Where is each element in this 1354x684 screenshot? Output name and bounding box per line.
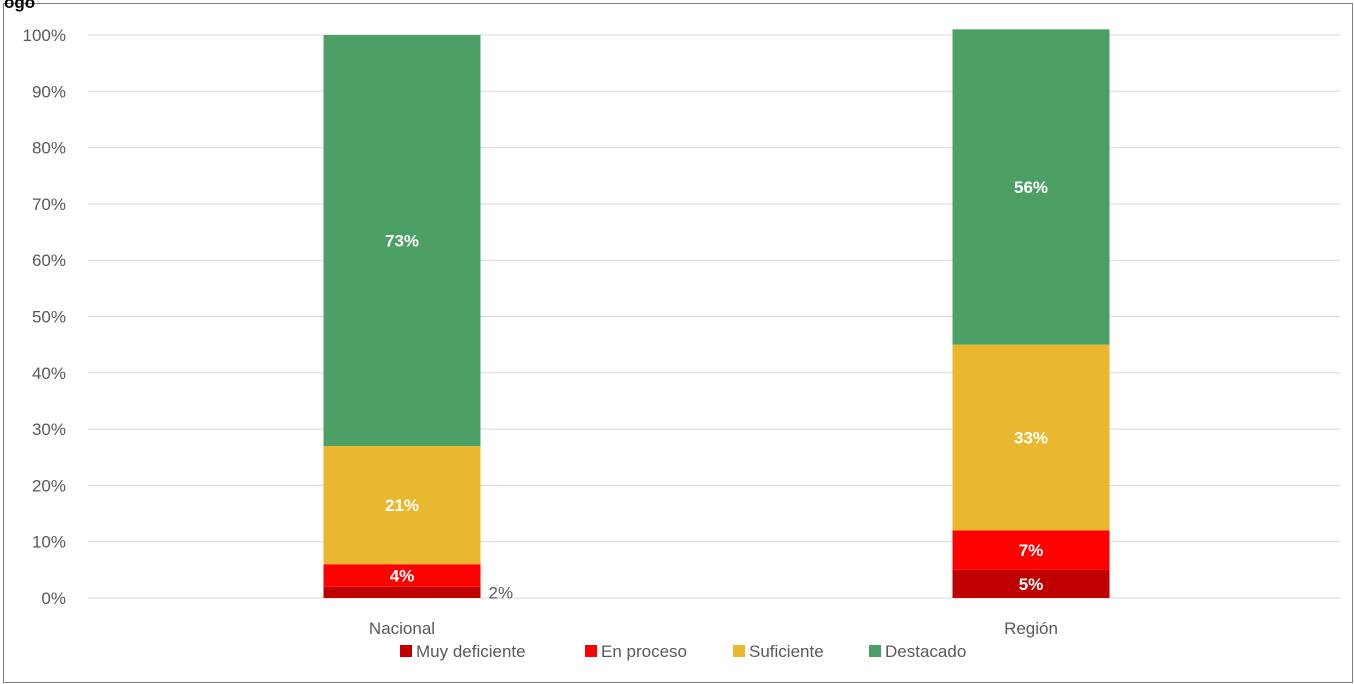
bar-segment-en-proceso xyxy=(323,564,481,587)
data-label: 33% xyxy=(1014,429,1048,448)
legend-swatch xyxy=(869,645,881,657)
chart-title-partial: ogo xyxy=(4,0,36,12)
data-label: 4% xyxy=(390,566,415,585)
y-tick-label: 40% xyxy=(32,364,66,383)
data-label: 2% xyxy=(489,583,514,602)
y-axis: 0% 10% 20% 30% 40% 50% 60% 70% 80% 90% 100% xyxy=(23,26,66,608)
bar-segment-destacado xyxy=(952,29,1110,345)
x-category-label: Nacional xyxy=(369,619,435,638)
legend: Muy deficiente En proceso Suficiente Destac… xyxy=(400,642,966,661)
legend-swatch xyxy=(733,645,745,657)
y-tick-label: 30% xyxy=(32,420,66,439)
y-tick-label: 70% xyxy=(32,195,66,214)
bar-segment-suficiente xyxy=(323,445,481,565)
y-tick-label: 20% xyxy=(32,476,66,495)
chart-frame: ogo xyxy=(3,0,1353,683)
data-label: 7% xyxy=(1019,541,1044,560)
y-tick-label: 0% xyxy=(41,589,66,608)
y-tick-label: 100% xyxy=(23,26,66,45)
bar-segment-suficiente xyxy=(952,344,1110,531)
data-label: 5% xyxy=(1019,575,1044,594)
bar-segment-muy-deficiente xyxy=(952,569,1110,598)
legend-swatch xyxy=(585,645,597,657)
data-label: 56% xyxy=(1014,178,1048,197)
legend-swatch xyxy=(400,645,412,657)
x-category-label: Región xyxy=(1004,619,1058,638)
gridlines xyxy=(88,34,1340,599)
y-tick-label: 10% xyxy=(32,533,66,552)
legend-label: Destacado xyxy=(885,642,966,661)
legend-label: Muy deficiente xyxy=(416,642,526,661)
data-label: 21% xyxy=(385,496,419,515)
y-tick-label: 50% xyxy=(32,308,66,327)
y-tick-label: 90% xyxy=(32,82,66,101)
bar-segment-destacado xyxy=(323,35,481,446)
y-tick-label: 60% xyxy=(32,251,66,270)
bars: 2% 4% 21% 73% 5% 7% 33% 56% xyxy=(323,29,1110,602)
data-label: 73% xyxy=(385,231,419,250)
legend-label: En proceso xyxy=(601,642,687,661)
bar-segment-en-proceso xyxy=(952,530,1110,570)
legend-label: Suficiente xyxy=(749,642,824,661)
x-axis: Nacional Región xyxy=(369,619,1058,638)
bar-segment-muy-deficiente xyxy=(323,586,481,598)
y-tick-label: 80% xyxy=(32,139,66,158)
